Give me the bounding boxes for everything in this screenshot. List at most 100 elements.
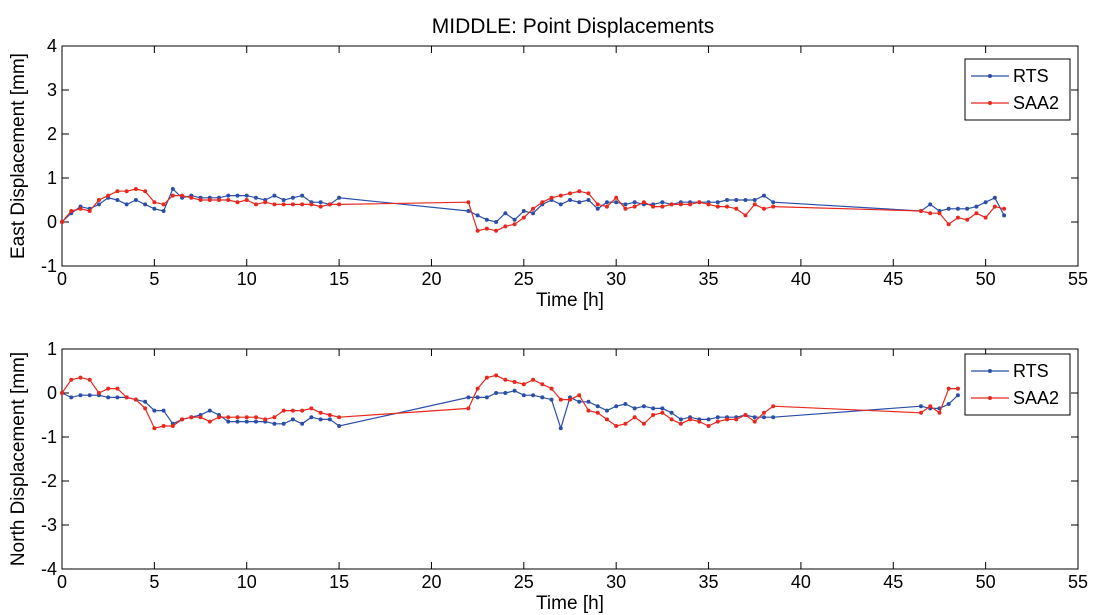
c0-y-tick-label-4: 3: [47, 80, 57, 100]
c0-point-saa2-65: [918, 209, 923, 213]
c0-point-saa2-60: [734, 206, 739, 211]
c1-point-saa2-0: [60, 391, 64, 395]
c1-point-rts-30: [337, 424, 342, 428]
c1-point-saa2-3: [87, 377, 92, 382]
c0-point-saa2-1: [69, 209, 74, 213]
c0-point-saa2-44: [586, 191, 591, 196]
c1-point-saa2-6: [115, 386, 120, 391]
c0-point-rts-23: [272, 193, 277, 198]
c1-point-rts-69: [955, 393, 960, 398]
c1-point-saa2-49: [632, 415, 637, 420]
c0-point-saa2-45: [595, 202, 600, 207]
c1-point-rts-35: [503, 391, 508, 395]
c0-point-rts-60: [734, 198, 739, 202]
c0-point-saa2-13: [180, 193, 185, 198]
c1-series-line-rts: [61, 390, 959, 431]
c1-point-saa2-32: [475, 386, 480, 391]
c1-point-rts-51: [651, 406, 656, 411]
c1-point-rts-24: [281, 421, 286, 426]
c0-point-saa2-18: [226, 198, 231, 202]
c1-point-saa2-63: [761, 410, 766, 415]
c0-point-rts-42: [568, 198, 572, 202]
c0-point-rts-58: [715, 200, 720, 205]
c0-point-saa2-50: [641, 200, 646, 205]
c0-point-saa2-3: [87, 209, 92, 213]
c0-point-saa2-14: [189, 195, 194, 200]
c0-point-saa2-25: [290, 202, 295, 207]
c0-point-saa2-30: [337, 202, 342, 207]
c1-point-rts-54: [678, 417, 683, 422]
c1-x-tick-label-5: 25: [514, 572, 534, 592]
c0-point-saa2-47: [614, 195, 619, 200]
c0-point-saa2-55: [688, 202, 693, 207]
c0-point-rts-69: [955, 206, 960, 211]
c1-point-saa2-40: [549, 386, 554, 391]
c1-point-saa2-62: [752, 419, 757, 424]
c1-x-tick-label-0: 0: [57, 572, 67, 592]
c1-point-saa2-38: [531, 377, 536, 382]
c1-point-rts-64: [771, 415, 776, 420]
c1-point-rts-37: [521, 393, 526, 398]
c1-point-saa2-34: [494, 373, 499, 378]
c1-point-rts-23: [272, 421, 277, 426]
c0-point-saa2-72: [983, 215, 988, 220]
c0-point-saa2-67: [937, 211, 942, 216]
c1-point-rts-38: [531, 393, 536, 398]
c1-point-saa2-33: [484, 375, 489, 380]
c0-x-tick-label-9: 45: [883, 269, 903, 289]
c1-point-saa2-9: [143, 406, 148, 411]
c1-point-saa2-27: [309, 406, 314, 411]
c1-point-saa2-15: [198, 415, 203, 420]
c0-point-rts-25: [290, 195, 295, 200]
c1-point-saa2-37: [521, 382, 526, 387]
c1-point-saa2-10: [152, 426, 157, 431]
c0-point-saa2-53: [669, 202, 674, 207]
c0-x-tick-label-1: 5: [149, 269, 159, 289]
c0-point-rts-72: [983, 200, 988, 205]
c1-x-axis-label: Time [h]: [536, 593, 604, 614]
c0-point-rts-6: [115, 198, 120, 202]
c0-point-saa2-20: [244, 198, 249, 202]
c1-point-saa2-5: [106, 386, 111, 391]
c0-point-rts-61: [743, 198, 748, 202]
c0-point-saa2-21: [253, 202, 258, 207]
c1-point-rts-34: [494, 391, 499, 395]
c0-point-rts-26: [300, 193, 305, 198]
c1-point-saa2-44: [586, 408, 591, 413]
c0-x-tick-label-5: 25: [514, 269, 534, 289]
c1-point-saa2-16: [207, 419, 212, 424]
c1-point-rts-1: [69, 395, 74, 400]
c1-point-rts-11: [161, 408, 166, 413]
c0-point-saa2-27: [309, 202, 314, 207]
c0-point-saa2-29: [327, 202, 332, 207]
c1-point-rts-45: [595, 404, 600, 409]
c0-point-rts-7: [124, 202, 129, 207]
c0-point-rts-38: [531, 211, 536, 216]
c1-x-tick-label-10: 50: [976, 572, 996, 592]
c0-point-saa2-22: [263, 200, 268, 205]
c0-point-saa2-32: [475, 228, 480, 233]
c0-y-tick-label-1: 0: [47, 212, 57, 232]
c1-point-rts-20: [244, 419, 249, 424]
c1-point-saa2-56: [697, 419, 702, 424]
c1-point-saa2-7: [124, 395, 129, 400]
c1-point-saa2-29: [327, 413, 332, 417]
c0-point-saa2-17: [217, 198, 222, 202]
c0-x-tick-label-8: 40: [791, 269, 811, 289]
c1-point-saa2-25: [290, 408, 295, 413]
c1-point-saa2-24: [281, 408, 286, 413]
c0-point-saa2-51: [651, 204, 656, 209]
c1-point-rts-3: [87, 393, 92, 398]
c0-point-rts-74: [1002, 213, 1007, 218]
c1-point-saa2-52: [660, 410, 665, 415]
c0-point-rts-33: [484, 217, 489, 222]
c0-point-saa2-24: [281, 202, 286, 207]
c1-point-rts-2: [78, 393, 83, 398]
c1-point-rts-53: [669, 410, 674, 415]
c0-point-saa2-23: [272, 202, 277, 207]
c0-y-tick-label-2: 1: [47, 168, 57, 188]
c0-point-saa2-57: [706, 202, 711, 207]
c1-point-rts-49: [632, 406, 637, 411]
c0-point-saa2-7: [124, 189, 129, 194]
c0-point-rts-70: [965, 206, 970, 211]
